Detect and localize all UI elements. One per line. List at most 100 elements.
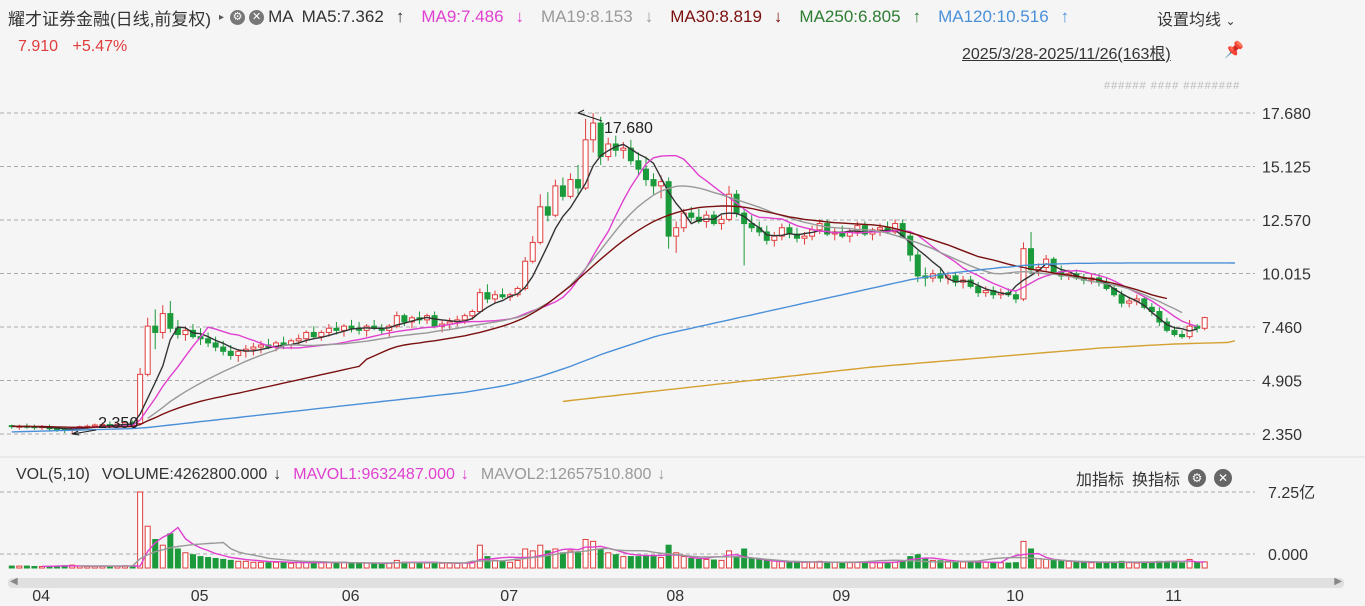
candle-up xyxy=(318,331,325,338)
ma-legend-item: MA19:8.153 ↓ xyxy=(541,7,661,26)
candle-up xyxy=(137,373,144,425)
candle-down xyxy=(1118,294,1125,304)
volume-bar-up xyxy=(567,550,574,569)
candle-down xyxy=(748,223,755,229)
volume-bar-down xyxy=(1179,562,1186,569)
volume-bar-up xyxy=(446,562,453,569)
candle-down xyxy=(348,325,355,329)
candle-down xyxy=(167,313,174,329)
volume-bar-up xyxy=(771,560,778,569)
volume-bar-up xyxy=(1186,558,1193,569)
volume-bar-down xyxy=(907,556,914,569)
chevron-down-icon: ⌄ xyxy=(1225,14,1236,28)
volume-bar-up xyxy=(529,550,536,569)
volume-bar-up xyxy=(703,558,710,569)
volume-bar-up xyxy=(439,562,446,569)
candle-down xyxy=(793,233,800,239)
volume-bar-down xyxy=(559,552,566,569)
ma-settings-label: 设置均线 xyxy=(1157,12,1222,29)
mavol2-text: MAVOL2:12657510.800 xyxy=(480,466,652,483)
volume-bar-up xyxy=(960,561,967,569)
volume-bar-down xyxy=(861,561,868,569)
volume-bar-down xyxy=(937,560,944,569)
ma-settings-button[interactable]: 设置均线 ⌄ xyxy=(1157,6,1236,30)
volume-bar-down xyxy=(1095,562,1102,569)
candle-up xyxy=(522,260,529,289)
switch-indicator-button[interactable]: 换指标 xyxy=(1132,472,1181,489)
volume-bar-up xyxy=(673,552,680,569)
close-icon[interactable]: ✕ xyxy=(249,9,265,25)
scroll-right-icon[interactable]: ▶ xyxy=(1334,576,1342,587)
ma-legend-item: MA5:7.362 ↑ xyxy=(302,7,413,26)
volume-bar-up xyxy=(235,560,242,569)
volume-bar-down xyxy=(756,558,763,569)
mavol1-arrow: ↓ xyxy=(460,466,469,483)
volume-bar-up xyxy=(1065,560,1072,569)
gear-icon[interactable]: ⚙ xyxy=(230,9,246,25)
volume-bar-up xyxy=(424,562,431,569)
volume-bar-up xyxy=(892,561,899,569)
volume-bar-up xyxy=(318,562,325,569)
ma120-line xyxy=(11,262,1235,433)
price-change: +5.47% xyxy=(72,38,128,55)
quote: 7.910 +5.47% xyxy=(18,38,137,56)
expand-triangle-icon[interactable]: ▸ xyxy=(219,11,225,23)
volume-bar-up xyxy=(257,561,264,569)
gear-icon[interactable]: ⚙ xyxy=(1188,469,1207,487)
candle-down xyxy=(688,212,695,218)
volume-bar-down xyxy=(575,552,582,569)
time-scrollbar[interactable]: ◀ ▶ xyxy=(8,576,1344,588)
price-tick-label: 12.570 xyxy=(1262,213,1311,230)
volume-bar-up xyxy=(514,559,521,569)
candle-down xyxy=(597,122,604,158)
volume-bar-up xyxy=(491,559,498,569)
volume-bar-down xyxy=(167,533,174,569)
candle-up xyxy=(250,346,257,350)
volume-bar-down xyxy=(280,562,287,569)
volume-bar-down xyxy=(23,565,30,569)
candle-up xyxy=(537,206,544,243)
volume-bar-down xyxy=(1058,559,1065,569)
volume-bar-down xyxy=(990,561,997,569)
volume-value: VOLUME:4262800.000 ↓ xyxy=(102,466,281,484)
add-indicator-button[interactable]: 加指标 xyxy=(1076,472,1125,489)
volume-bar-up xyxy=(461,562,468,569)
volume-bar-up xyxy=(620,556,627,569)
price-tick-label: 17.680 xyxy=(1262,106,1311,123)
volume-arrow: ↓ xyxy=(273,466,282,483)
x-tick-label: 09 xyxy=(833,588,851,605)
candle-up xyxy=(1126,300,1133,304)
volume-bar-down xyxy=(763,559,770,569)
volume-bar-up xyxy=(997,562,1004,569)
candle-down xyxy=(907,235,914,256)
volume-bar-down xyxy=(1141,562,1148,569)
pin-icon[interactable]: 📌 xyxy=(1224,42,1244,59)
candle-up xyxy=(144,325,151,375)
volume-bar-up xyxy=(680,556,687,569)
close-icon[interactable]: ✕ xyxy=(1214,469,1233,487)
date-range[interactable]: 2025/3/28-2025/11/26(163根) xyxy=(962,46,1171,63)
volume-bar-down xyxy=(205,557,212,569)
volume-bar-down xyxy=(741,548,748,569)
stock-title[interactable]: 耀才证券金融(日线,前复权) xyxy=(8,9,212,29)
volume-bar-down xyxy=(220,558,227,569)
ma5-line xyxy=(11,143,1198,430)
candle-up xyxy=(1201,317,1208,329)
ma9-line xyxy=(72,154,1198,429)
volume-bar-up xyxy=(1133,562,1140,569)
mavol2-value: MAVOL2:12657510.800 ↓ xyxy=(481,466,666,484)
volume-bar-down xyxy=(8,565,15,569)
candle-up xyxy=(567,179,574,197)
volume-bar-down xyxy=(733,556,740,569)
candle-down xyxy=(212,342,219,348)
scroll-left-icon[interactable]: ◀ xyxy=(10,576,18,587)
candle-up xyxy=(1020,248,1027,300)
volume-bar-down xyxy=(967,561,974,569)
volume-bar-up xyxy=(1201,561,1208,569)
volume-bar-up xyxy=(137,491,144,569)
volume-bar-up xyxy=(582,539,589,569)
annotation-arrow-icon xyxy=(71,430,80,436)
candle-down xyxy=(310,331,317,338)
volume-bar-down xyxy=(1073,561,1080,569)
